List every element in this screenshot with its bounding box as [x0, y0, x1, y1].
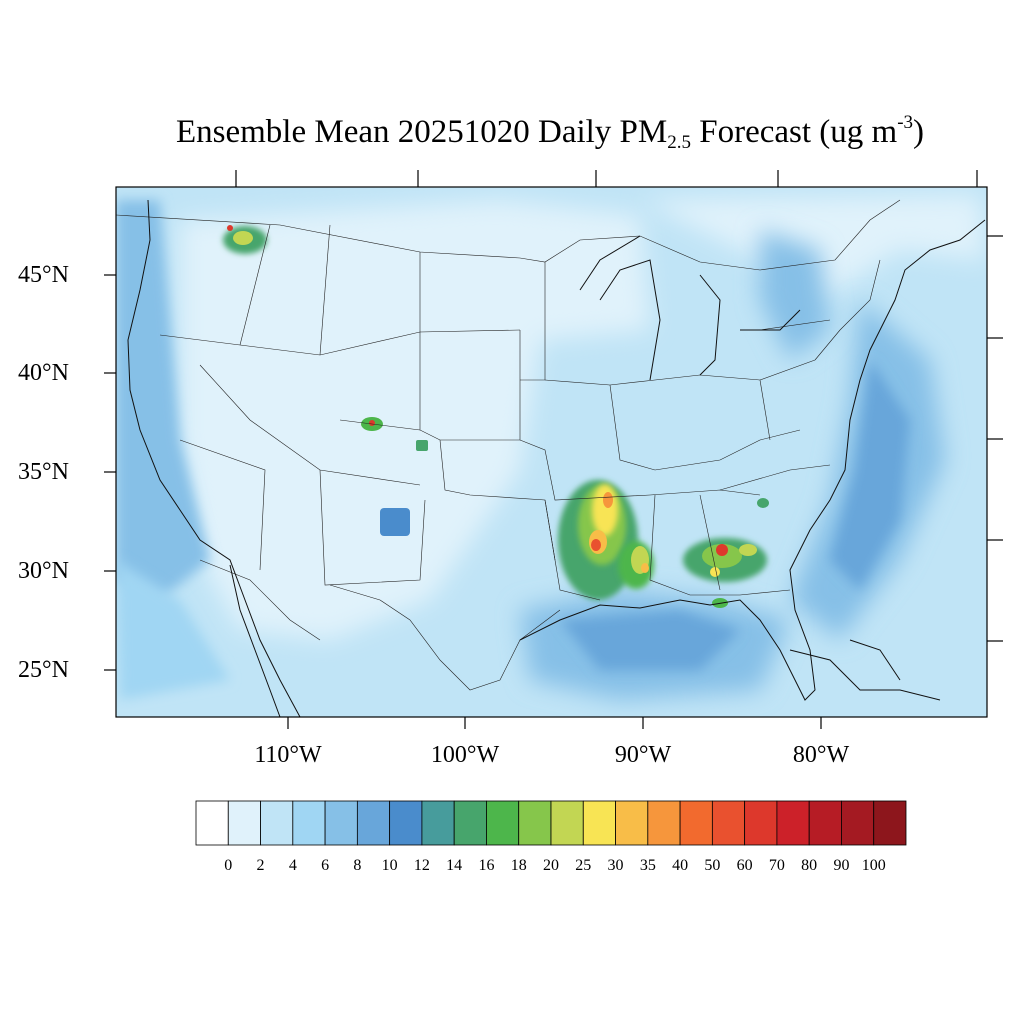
state-boundaries: [116, 199, 901, 691]
colorbar-swatch: [679, 800, 713, 846]
colorbar-tick-label: 14: [446, 857, 463, 874]
lon-label-110w: 110°W: [254, 742, 322, 768]
hotspot-mississippi: [558, 480, 638, 600]
colorbar-swatch: [873, 800, 907, 846]
colorbar-tick-label: 60: [736, 857, 753, 874]
hotspot-georgia: [683, 538, 767, 582]
colorbar-tick-label: 16: [478, 857, 495, 874]
colorbar-tick-label: 10: [381, 857, 398, 874]
hotspot-carolina: [757, 498, 769, 508]
colorbar-swatch: [776, 800, 810, 846]
colorbar-tick-label: 18: [510, 857, 527, 874]
map-title: Ensemble Mean 20251020 Daily PM2.5 Forec…: [175, 112, 925, 153]
colorbar-tick-label: 40: [672, 857, 689, 874]
colorbar-swatch: [324, 800, 358, 846]
lon-label-90w: 90°W: [614, 742, 672, 768]
colorbar-swatch: [582, 800, 616, 846]
colorbar-tick-label: 2: [256, 857, 265, 874]
colorbar-swatch: [808, 800, 842, 846]
colorbar-swatch: [260, 800, 294, 846]
colorbar-tick-label: 50: [704, 857, 721, 874]
colorbar-swatch: [453, 800, 487, 846]
colorbar-tick-label: 30: [607, 857, 624, 874]
colorbar-swatch: [486, 800, 520, 846]
colorbar-tick-label: 90: [833, 857, 850, 874]
colorbar-swatch: [518, 800, 552, 846]
hotspot-new-mexico: [380, 508, 410, 536]
map-frame: [115, 186, 988, 718]
pm25-field: [116, 187, 987, 717]
colorbar-swatch: [356, 800, 391, 846]
colorbar-swatch: [292, 800, 326, 846]
colorbar-tick-label: 70: [768, 857, 785, 874]
lat-label-25n: 25°N: [18, 657, 69, 683]
colorbar-swatch: [744, 800, 778, 846]
colorbar-swatch: [711, 800, 746, 846]
coastlines: [127, 199, 986, 717]
lat-label-45n: 45°N: [18, 262, 69, 288]
colorbar-swatch: [550, 800, 584, 846]
colorbar-tick-label: 25: [575, 857, 592, 874]
hotspot-kansas: [416, 440, 428, 451]
colorbar-tick-label: 12: [413, 857, 430, 874]
lon-label-80w: 80°W: [792, 742, 850, 768]
colorbar-swatch: [421, 800, 455, 846]
colorbar-swatch: [227, 800, 261, 846]
colorbar-swatch: [647, 800, 681, 846]
colorbar-tick-label: 0: [224, 857, 233, 874]
lat-label-40n: 40°N: [18, 360, 69, 386]
colorbar-swatch: [615, 800, 649, 846]
colorbar-tick-label: 100: [861, 857, 886, 874]
colorbar-tick-label: 4: [288, 857, 297, 874]
colorbar-tick-label: 80: [801, 857, 818, 874]
axis-ticks: [104, 170, 1003, 729]
lat-label-35n: 35°N: [18, 459, 69, 485]
colorbar: [195, 800, 907, 846]
colorbar-swatch: [195, 800, 229, 846]
colorbar-tick-label: 8: [353, 857, 362, 874]
hotspot-montana: [223, 225, 267, 254]
lat-label-30n: 30°N: [18, 558, 69, 584]
colorbar-tick-label: 35: [639, 857, 656, 874]
colorbar-swatch: [841, 800, 875, 846]
colorbar-tick-label: 6: [321, 857, 330, 874]
colorbar-tick-label: 20: [543, 857, 559, 874]
hotspot-louisiana: [618, 541, 654, 589]
colorbar-swatch: [389, 800, 423, 846]
lon-label-100w: 100°W: [430, 742, 500, 768]
